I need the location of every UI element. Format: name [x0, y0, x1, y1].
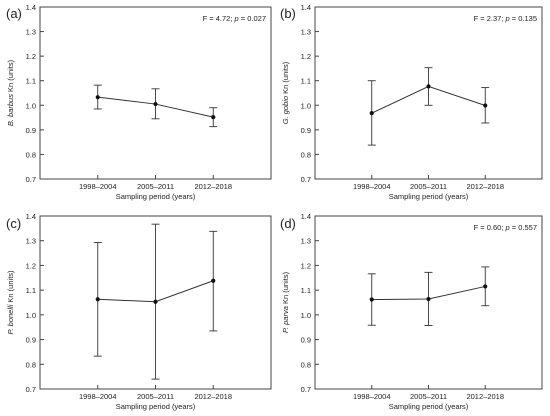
y-axis-label-unit: Kn (units): [6, 270, 15, 305]
y-tick-label: 1.2: [301, 52, 311, 61]
data-point: [426, 296, 431, 302]
x-axis-label: Sampling period (years): [116, 402, 196, 411]
y-tick-label: 1.1: [26, 77, 36, 86]
stat-f: F = 4.72;: [203, 14, 235, 23]
y-axis-label: B. barbus Kn (units): [6, 59, 15, 126]
y-tick-label: 0.9: [301, 126, 311, 135]
y-tick-label: 1.4: [26, 212, 36, 221]
y-axis-label: P. parva Kn (units): [281, 271, 290, 333]
y-axis-label-species: P. bonelli: [6, 304, 15, 334]
chart-panel-3: (c) 0.7 0.8 0.9 1.0 1.1 1.2 1.3 1.4 P. bonelli Kn…: [6, 212, 272, 411]
data-point: [153, 101, 158, 107]
y-tick-label: 1.3: [26, 28, 36, 37]
y-axis-label-unit: Kn (units): [281, 61, 290, 96]
chart-panel-2: (b) 0.7 0.8 0.9 1.0 1.1 1.2 1.3 1.4 G. gobio Kn (…: [280, 3, 543, 201]
x-axis-label: Sampling period (years): [389, 192, 469, 201]
data-point: [369, 111, 374, 116]
y-tick-label: 0.7: [26, 175, 36, 184]
x-tick-label: 2012–2018: [194, 392, 232, 401]
x-tick-label: 1998–2004: [353, 182, 391, 191]
y-tick-label: 0.7: [26, 385, 36, 394]
y-tick-label: 0.9: [26, 336, 36, 345]
chart-panel-4: (d) 0.7 0.8 0.9 1.0 1.1 1.2 1.3 1.4 P. parva Kn (…: [280, 212, 543, 411]
y-tick-label: 1.3: [301, 28, 311, 37]
stat-annotation: F = 2.37; p = 0.135: [474, 14, 537, 23]
y-tick-label: 1.0: [301, 311, 311, 320]
y-tick-label: 0.9: [301, 336, 311, 345]
data-point: [483, 284, 488, 289]
y-tick-label: 1.0: [26, 311, 36, 320]
y-tick-label: 1.3: [301, 237, 311, 246]
y-tick-label: 0.7: [301, 175, 311, 184]
y-tick-label: 1.0: [26, 101, 36, 110]
y-axis-label: G. gobio Kn (units): [281, 61, 290, 124]
stat-annotation: F = 0.60; p = 0.557: [474, 223, 537, 232]
y-tick-label: 0.7: [301, 385, 311, 394]
x-tick-label: 2012–2018: [194, 182, 232, 191]
stat-f: F = 2.37;: [474, 14, 506, 23]
stat-annotation: F = 4.72; p = 0.027: [203, 14, 266, 23]
y-tick-label: 0.8: [301, 150, 311, 159]
x-axis-label: Sampling period (years): [389, 402, 469, 411]
y-tick-label: 1.2: [26, 52, 36, 61]
data-point: [95, 95, 100, 100]
stat-p-value: = 0.135: [510, 14, 537, 23]
chart-panel-1: (a) 0.7 0.8 0.9 1.0 1.1 1.2 1.3 1.4 B. barbus Kn …: [6, 3, 272, 201]
data-point: [483, 103, 488, 108]
y-tick-label: 1.4: [301, 3, 311, 12]
y-tick-label: 0.9: [26, 126, 36, 135]
y-axis-label-unit: Kn (units): [6, 59, 15, 94]
x-tick-label: 2012–2018: [466, 182, 504, 191]
y-tick-label: 0.8: [301, 360, 311, 369]
y-axis-label-unit: Kn (units): [281, 271, 290, 306]
data-point: [426, 84, 431, 89]
y-tick-label: 1.1: [301, 77, 311, 86]
stat-f: F = 0.60;: [474, 223, 506, 232]
y-axis-label-species: P. parva: [281, 306, 290, 333]
x-tick-label: 2005–2011: [137, 182, 174, 191]
x-tick-label: 1998–2004: [79, 182, 117, 191]
x-axis-label: Sampling period (years): [116, 192, 196, 201]
stat-p-symbol: p: [505, 223, 510, 232]
panel-label: (d): [280, 216, 296, 231]
y-tick-label: 1.0: [301, 101, 311, 110]
data-point: [153, 299, 158, 304]
y-axis-label-species: G. gobio: [281, 96, 290, 124]
y-axis-label-species: B. barbus: [6, 94, 15, 126]
data-point: [211, 114, 216, 120]
x-tick-label: 1998–2004: [353, 392, 391, 401]
y-tick-label: 1.1: [301, 286, 311, 295]
y-tick-label: 1.4: [301, 212, 311, 221]
stat-p-symbol: p: [505, 14, 510, 23]
y-tick-label: 1.1: [26, 286, 36, 295]
stat-p-value: = 0.027: [239, 14, 266, 23]
x-tick-label: 2005–2011: [410, 392, 447, 401]
y-tick-label: 0.8: [26, 150, 36, 159]
y-tick-label: 1.2: [26, 261, 36, 270]
panel-label: (b): [280, 6, 296, 21]
panel-label: (c): [6, 216, 21, 231]
data-point: [95, 297, 100, 302]
panel-label: (a): [6, 6, 22, 21]
x-tick-label: 2005–2011: [137, 392, 174, 401]
y-tick-label: 1.4: [26, 3, 36, 12]
data-point: [211, 278, 216, 283]
stat-p-value: = 0.557: [510, 223, 537, 232]
y-axis-label: P. bonelli Kn (units): [6, 270, 15, 335]
x-tick-label: 2012–2018: [466, 392, 504, 401]
stat-p-symbol: p: [234, 14, 239, 23]
x-tick-label: 2005–2011: [410, 182, 447, 191]
data-point: [369, 297, 374, 302]
y-tick-label: 0.8: [26, 360, 36, 369]
x-tick-label: 1998–2004: [79, 392, 117, 401]
y-tick-label: 1.3: [26, 237, 36, 246]
y-tick-label: 1.2: [301, 261, 311, 270]
